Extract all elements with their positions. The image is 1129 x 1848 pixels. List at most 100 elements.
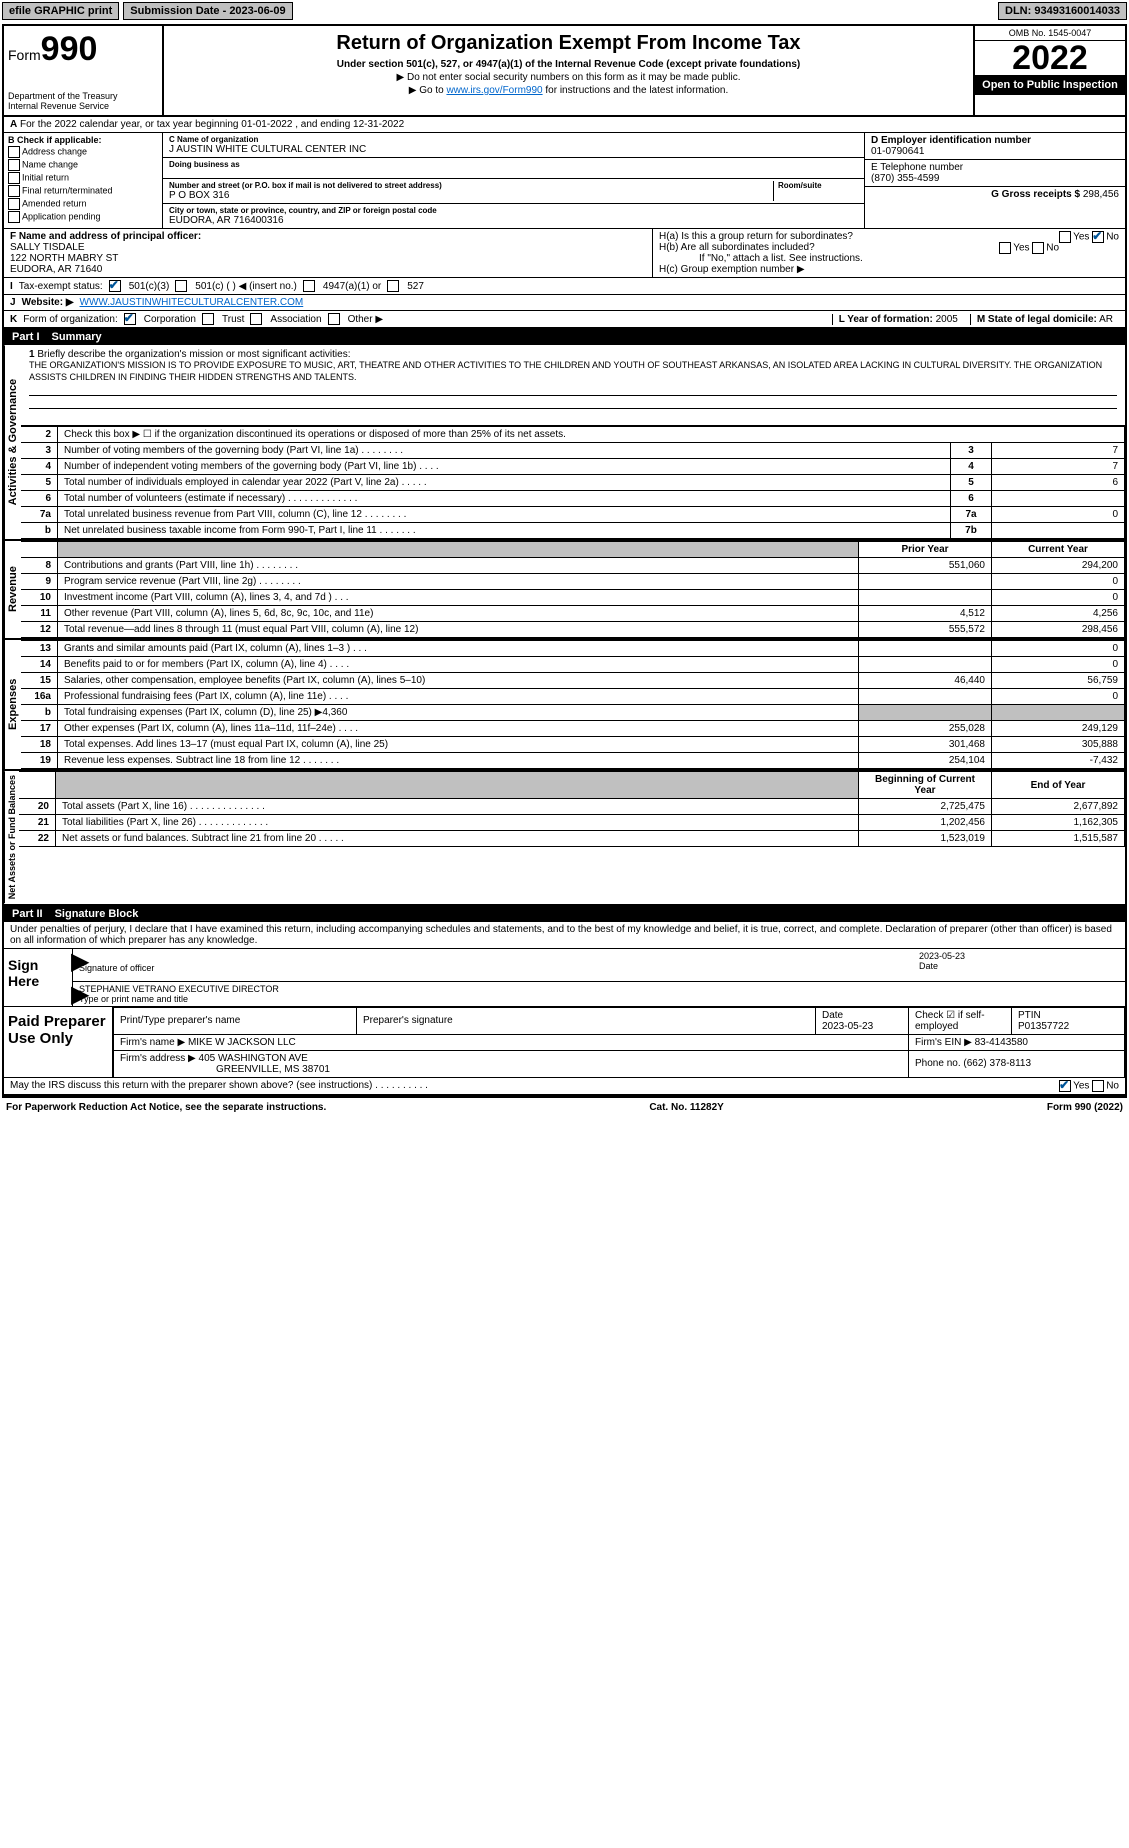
chk-other[interactable] [328, 313, 340, 325]
expenses-label: Expenses [4, 640, 21, 769]
h-b-note: If "No," attach a list. See instructions… [659, 253, 1119, 264]
form-990: Form990 Department of the Treasury Inter… [2, 24, 1127, 1098]
chk-assoc[interactable] [250, 313, 262, 325]
chk-corp[interactable] [124, 313, 136, 325]
firm-name: MIKE W JACKSON LLC [188, 1037, 296, 1048]
discuss-no[interactable] [1092, 1080, 1104, 1092]
chk-address-change[interactable]: Address change [8, 146, 158, 158]
officer-addr1: 122 NORTH MABRY ST [10, 253, 118, 264]
paid-preparer-block: Paid Preparer Use Only Print/Type prepar… [4, 1007, 1125, 1078]
row-i-tax-exempt: I Tax-exempt status: 501(c)(3) 501(c) ( … [4, 278, 1125, 295]
city-label: City or town, state or province, country… [169, 206, 858, 215]
year-box: OMB No. 1545-0047 2022 Open to Public In… [973, 26, 1125, 115]
org-city: EUDORA, AR 716400316 [169, 215, 858, 226]
row-a-tax-year: A For the 2022 calendar year, or tax yea… [4, 117, 1125, 133]
h-c-label: H(c) Group exemption number ▶ [659, 264, 1119, 275]
firm-phone: (662) 378-8113 [963, 1058, 1031, 1069]
gross-receipts-value: 298,456 [1083, 189, 1119, 200]
sig-name-label: Type or print name and title [79, 994, 1119, 1004]
ein-value: 01-0790641 [871, 146, 924, 157]
sig-date-label: Date [919, 961, 1119, 971]
section-b-through-g: B Check if applicable: Address change Na… [4, 133, 1125, 229]
form-title-box: Return of Organization Exempt From Incom… [164, 26, 973, 115]
h-b-yes[interactable] [999, 242, 1011, 254]
officer-addr2: EUDORA, AR 71640 [10, 264, 102, 275]
h-a-label: H(a) Is this a group return for subordin… [659, 231, 853, 242]
form-subtitle-2: ▶ Do not enter social security numbers o… [172, 72, 965, 83]
efile-box: efile GRAPHIC print [2, 2, 119, 20]
revenue-table: Prior YearCurrent Year 8Contributions an… [21, 541, 1125, 638]
sign-here-block: Sign Here ▶ Signature of officer 2023-05… [4, 948, 1125, 1007]
discuss-yes[interactable] [1059, 1080, 1071, 1092]
section-net-assets: Net Assets or Fund Balances Beginning of… [4, 771, 1125, 905]
website-link[interactable]: WWW.JAUSTINWHITECULTURALCENTER.COM [80, 297, 304, 308]
dba-label: Doing business as [169, 160, 858, 169]
footer-left: For Paperwork Reduction Act Notice, see … [6, 1102, 326, 1113]
state-domicile: AR [1099, 314, 1113, 325]
expenses-table: 13Grants and similar amounts paid (Part … [21, 640, 1125, 769]
org-name: J AUSTIN WHITE CULTURAL CENTER INC [169, 144, 858, 155]
officer-label: F Name and address of principal officer: [10, 231, 201, 242]
chk-amended-return[interactable]: Amended return [8, 198, 158, 210]
chk-application-pending[interactable]: Application pending [8, 211, 158, 223]
form-number: 990 [41, 30, 98, 68]
section-governance: Activities & Governance 1 Briefly descri… [4, 345, 1125, 541]
form-label: Form [8, 47, 41, 63]
chk-final-return[interactable]: Final return/terminated [8, 185, 158, 197]
chk-501c[interactable] [175, 280, 187, 292]
sign-here-label: Sign Here [4, 949, 73, 1006]
addr-label: Number and street (or P.O. box if mail i… [169, 181, 773, 190]
h-b-no[interactable] [1032, 242, 1044, 254]
sig-officer-label: Signature of officer [79, 963, 154, 973]
sig-name: STEPHANIE VETRANO EXECUTIVE DIRECTOR [79, 984, 1119, 994]
irs-link[interactable]: www.irs.gov/Form990 [446, 85, 542, 96]
ein-label: D Employer identification number [871, 135, 1031, 146]
revenue-label: Revenue [4, 541, 21, 638]
discuss-row: May the IRS discuss this return with the… [4, 1078, 1125, 1096]
footer-right: Form 990 (2022) [1047, 1102, 1123, 1113]
netassets-table: Beginning of Current YearEnd of Year 20T… [19, 771, 1125, 847]
preparer-table: Print/Type preparer's name Preparer's si… [113, 1007, 1125, 1077]
form-title: Return of Organization Exempt From Incom… [172, 32, 965, 55]
col-b-checkboxes: B Check if applicable: Address change Na… [4, 133, 163, 228]
chk-name-change[interactable]: Name change [8, 159, 158, 171]
firm-addr1: 405 WASHINGTON AVE [199, 1053, 308, 1064]
row-k-form-org: K Form of organization: Corporation Trus… [4, 311, 1125, 329]
year-formation: 2005 [936, 314, 958, 325]
paid-preparer-label: Paid Preparer Use Only [4, 1007, 113, 1077]
h-b-label: H(b) Are all subordinates included? [659, 242, 815, 253]
chk-4947[interactable] [303, 280, 315, 292]
section-f-h: F Name and address of principal officer:… [4, 229, 1125, 278]
form-subtitle-3: ▶ Go to www.irs.gov/Form990 for instruct… [172, 85, 965, 96]
org-address: P O BOX 316 [169, 190, 773, 201]
chk-527[interactable] [387, 280, 399, 292]
governance-label: Activities & Governance [4, 345, 21, 539]
open-to-public: Open to Public Inspection [975, 75, 1125, 95]
firm-ein: 83-4143580 [975, 1037, 1028, 1048]
footer: For Paperwork Reduction Act Notice, see … [0, 1100, 1129, 1115]
dept-label: Department of the Treasury Internal Reve… [8, 91, 158, 111]
gross-receipts-label: G Gross receipts $ [991, 189, 1080, 200]
chk-trust[interactable] [202, 313, 214, 325]
section-revenue: Revenue Prior YearCurrent Year 8Contribu… [4, 541, 1125, 640]
part-i-header: Part I Summary [4, 329, 1125, 345]
h-a-yes[interactable] [1059, 231, 1071, 243]
chk-501c3[interactable] [109, 280, 121, 292]
mission-text: THE ORGANIZATION'S MISSION IS TO PROVIDE… [29, 360, 1117, 383]
phone-value: (870) 355-4599 [871, 173, 939, 184]
jurat-text: Under penalties of perjury, I declare th… [4, 922, 1125, 948]
tax-year: 2022 [975, 41, 1125, 75]
topbar: efile GRAPHIC print Submission Date - 20… [0, 0, 1129, 22]
col-c-name-address: C Name of organization J AUSTIN WHITE CU… [163, 133, 864, 228]
h-a-no[interactable] [1092, 231, 1104, 243]
sig-date: 2023-05-23 [919, 951, 1119, 961]
officer-name: SALLY TISDALE [10, 242, 85, 253]
phone-label: E Telephone number [871, 162, 963, 173]
row-j-website: J Website: ▶ WWW.JAUSTINWHITECULTURALCEN… [4, 295, 1125, 311]
dln-box: DLN: 93493160014033 [998, 2, 1127, 20]
chk-initial-return[interactable]: Initial return [8, 172, 158, 184]
submission-box: Submission Date - 2023-06-09 [123, 2, 292, 20]
section-expenses: Expenses 13Grants and similar amounts pa… [4, 640, 1125, 771]
form-subtitle-1: Under section 501(c), 527, or 4947(a)(1)… [172, 59, 965, 70]
col-d-e-g: D Employer identification number 01-0790… [864, 133, 1125, 228]
